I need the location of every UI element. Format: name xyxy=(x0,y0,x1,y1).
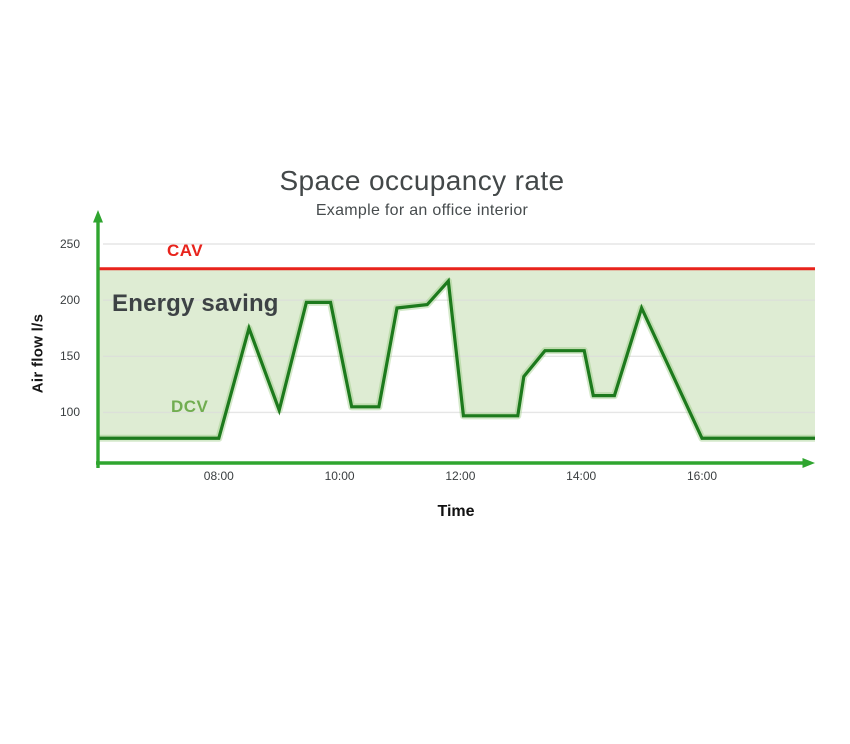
dcv-line xyxy=(99,277,815,440)
x-axis-arrow-icon xyxy=(802,458,815,468)
cav-series-label: CAV xyxy=(167,241,204,260)
y-tick-label: 150 xyxy=(59,349,80,364)
chart-title: Space occupancy rate xyxy=(279,165,565,196)
y-axis-arrow-icon xyxy=(93,210,103,223)
x-tick-label: 10:00 xyxy=(324,469,355,483)
x-tick-label: 14:00 xyxy=(566,469,597,483)
energy-saving-label: Energy saving xyxy=(112,290,279,317)
y-tick-label: 250 xyxy=(59,237,80,251)
x-tick-label: 08:00 xyxy=(203,469,234,483)
y-tick-label: 200 xyxy=(59,293,80,308)
y-tick-label: 100 xyxy=(59,405,80,420)
x-axis-title: Time xyxy=(437,503,475,520)
chart-subtitle: Example for an office interior xyxy=(315,202,529,219)
x-tick-label: 16:00 xyxy=(686,469,718,483)
x-tick-label: 12:00 xyxy=(445,469,476,483)
dcv-series-label: DCV xyxy=(171,397,209,416)
